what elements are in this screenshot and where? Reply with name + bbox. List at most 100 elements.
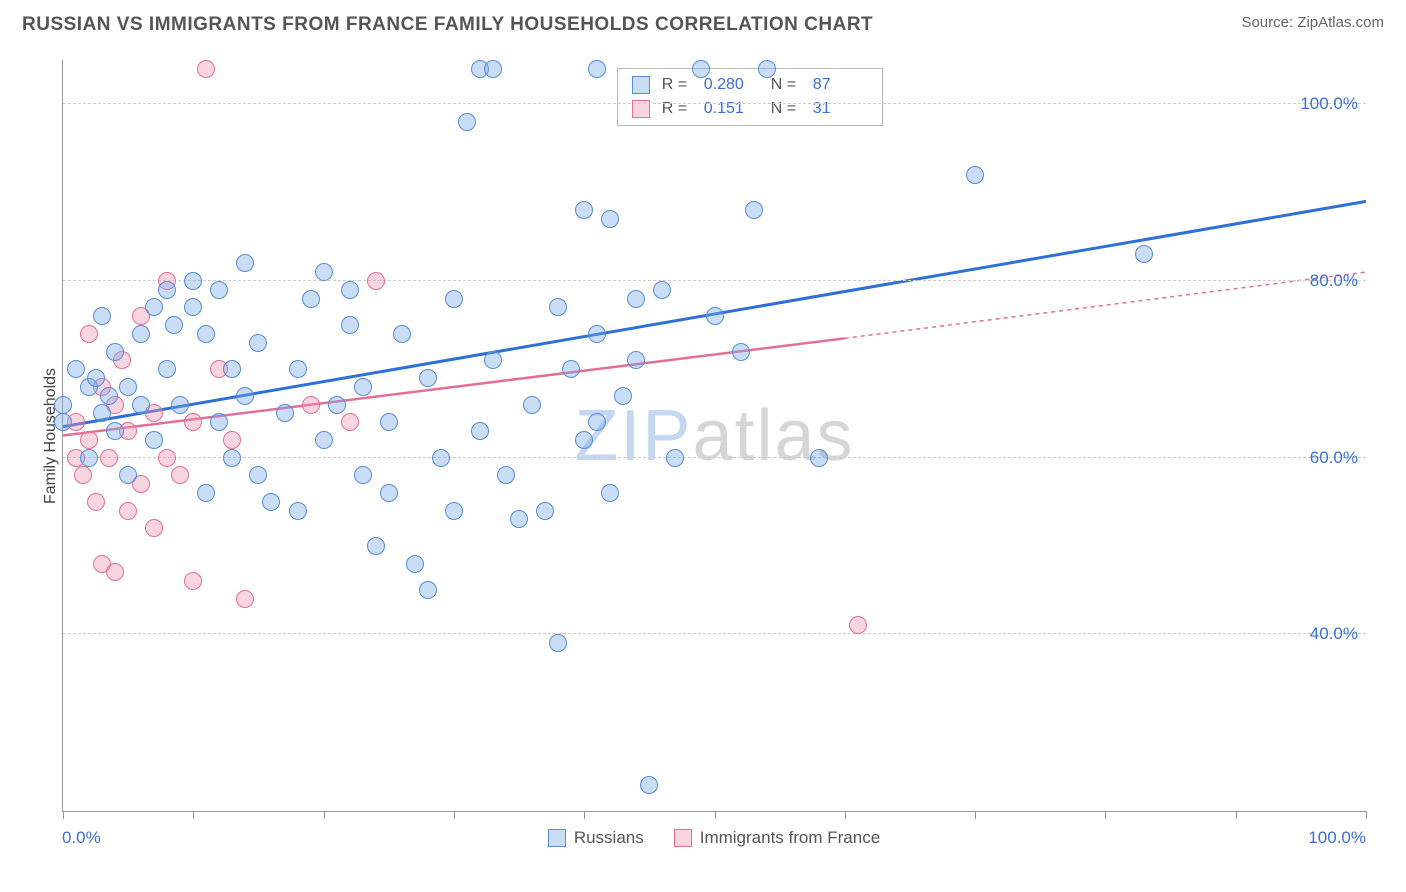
russians-point [67,360,85,378]
russians-point [249,334,267,352]
russians-point [549,298,567,316]
x-tick [975,811,976,819]
y-tick-label: 100.0% [1300,94,1358,114]
russians-point [184,272,202,290]
russians-point [588,60,606,78]
russians-point [614,387,632,405]
r-value: 0.280 [704,73,759,97]
russians-point [575,201,593,219]
gridline [63,633,1366,634]
russians-point [536,502,554,520]
r-label: R = [662,97,692,121]
france-point [80,431,98,449]
russians-point [367,537,385,555]
russians-point [223,449,241,467]
russians-point [471,422,489,440]
russians-point [432,449,450,467]
france-point [302,396,320,414]
x-axis-min-label: 0.0% [62,828,101,848]
russians-point [380,413,398,431]
chart-wrapper: Family Households ZIPatlas R =0.280N =87… [22,50,1384,872]
trend-line [63,338,845,435]
legend-swatch [632,76,650,94]
france-point [171,466,189,484]
header: RUSSIAN VS IMMIGRANTS FROM FRANCE FAMILY… [0,0,1406,44]
russians-point [341,281,359,299]
x-tick [1236,811,1237,819]
france-point [236,590,254,608]
russians-point [315,263,333,281]
russians-point [197,484,215,502]
stats-legend-box: R =0.280N =87R =0.151N =31 [617,68,883,126]
france-point [184,413,202,431]
russians-point [289,502,307,520]
russians-point [87,369,105,387]
gridline [63,457,1366,458]
russians-point [732,343,750,361]
russians-point [223,360,241,378]
russians-point [106,343,124,361]
france-point [197,60,215,78]
russians-point [236,254,254,272]
bottom-legend: Russians Immigrants from France [62,828,1366,848]
russians-point [302,290,320,308]
trend-lines [63,60,1366,811]
russians-point [289,360,307,378]
russians-point [210,281,228,299]
france-point [74,466,92,484]
russians-point [184,298,202,316]
russians-point [132,396,150,414]
russians-point [549,634,567,652]
r-label: R = [662,73,692,97]
russians-point [380,484,398,502]
x-tick [63,811,64,819]
russians-point [640,776,658,794]
russians-point [588,325,606,343]
n-label: N = [771,97,801,121]
russians-point [158,360,176,378]
france-point [849,616,867,634]
n-label: N = [771,73,801,97]
russians-point [54,413,72,431]
france-point [106,563,124,581]
n-value: 87 [813,73,868,97]
page-title: RUSSIAN VS IMMIGRANTS FROM FRANCE FAMILY… [22,14,873,36]
france-point [367,272,385,290]
russians-point [354,466,372,484]
russians-point [666,449,684,467]
russians-point [745,201,763,219]
russians-point [100,387,118,405]
x-tick [1105,811,1106,819]
y-axis-label: Family Households [42,367,60,503]
r-value: 0.151 [704,97,759,121]
russians-point [588,413,606,431]
x-tick [454,811,455,819]
russians-point [93,404,111,422]
russians-point [523,396,541,414]
russians-point [354,378,372,396]
russians-point [484,351,502,369]
russians-point [145,298,163,316]
y-tick-label: 80.0% [1310,271,1358,291]
france-point [119,502,137,520]
russians-point [810,449,828,467]
russians-point [706,307,724,325]
russians-point [171,396,189,414]
stats-legend-row: R = 0.280 N = 87 [632,73,868,97]
legend-label: Immigrants from France [700,828,880,848]
russians-point [758,60,776,78]
russians-point [562,360,580,378]
russians-point [692,60,710,78]
france-point [158,449,176,467]
russians-point [966,166,984,184]
russians-point [1135,245,1153,263]
russians-point [406,555,424,573]
bottom-legend-item: Russians [548,828,644,848]
russians-point [210,413,228,431]
russians-point [601,210,619,228]
russians-point [236,387,254,405]
x-tick [584,811,585,819]
france-point [341,413,359,431]
russians-point [119,378,137,396]
russians-point [445,502,463,520]
